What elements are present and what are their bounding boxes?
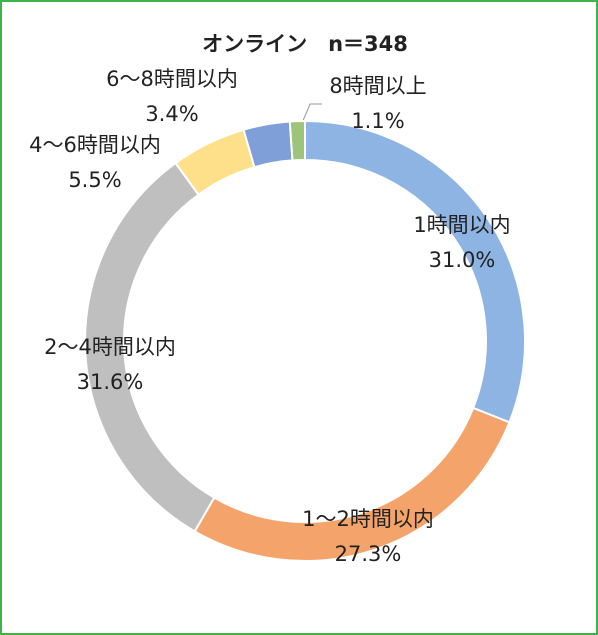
slice-value: 1.1% [351,109,404,133]
donut-slice [288,119,306,162]
slice-value: 31.6% [77,370,144,394]
slice-value: 3.4% [145,102,198,126]
slice-value: 27.3% [335,542,402,566]
slice-value: 31.0% [429,248,496,272]
slice-label: 1時間以内 [413,213,510,237]
slice-label: 2～4時間以内 [44,335,176,359]
slice-value: 5.5% [68,168,121,192]
slice-label: 6～8時間以内 [106,67,238,91]
slice-label: 8時間以上 [329,74,426,98]
leader-line [299,103,322,129]
slice-label: 1～2時間以内 [302,507,434,531]
chart-title: オンライン n＝348 [202,32,408,56]
slice-label: 4～6時間以内 [29,133,161,157]
